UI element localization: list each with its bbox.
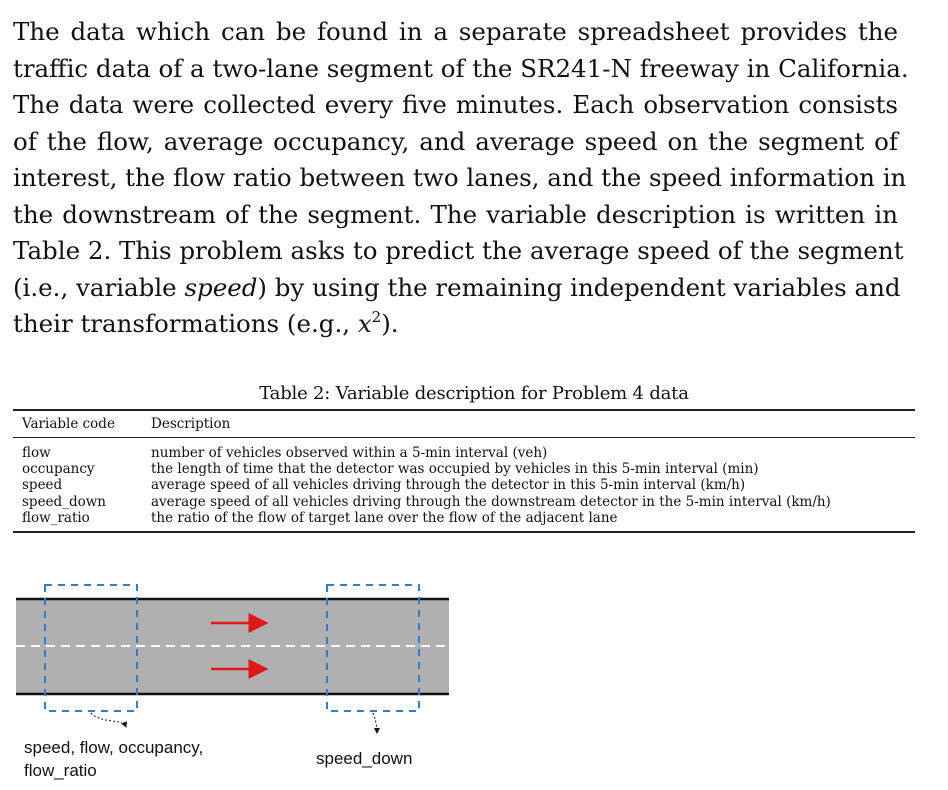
table-top-rule [13,409,915,411]
paragraph-line: The data were collected every five minut… [13,90,898,119]
table-header-row: Variable code Description [13,411,915,437]
line-text: their transformations (e.g., [13,309,358,338]
table-caption: Table 2: Variable description for Proble… [259,383,689,404]
table-row: occupancy the length of time that the de… [13,461,915,477]
description-cell: average speed of all vehicles driving th… [151,477,746,494]
line-text: ) by using the remaining independent var… [257,272,901,302]
table-row: speed_down average speed of all vehicles… [13,494,915,510]
table-mid-rule [13,437,915,438]
variable-code-cell: flow [22,445,51,462]
downstream-detector-label: speed_down [316,749,413,768]
paragraph-line: traffic data of a two-lane segment of th… [13,53,909,83]
variable-code-cell: flow_ratio [22,509,90,526]
downstream-detector-box [326,584,420,712]
variable-speed-italic: speed [184,272,258,302]
math-exponent: 2 [371,308,382,326]
paragraph-line: interest, the flow ratio between two lan… [13,163,907,192]
upstream-detector-label: speed, flow, occupancy, flow_ratio [24,736,203,782]
math-x: x [357,309,372,338]
description-cell: average speed of all vehicles driving th… [151,493,831,510]
table-bottom-rule [13,530,915,533]
upstream-detector-box [44,584,138,712]
description-cell: the ratio of the flow of target lane ove… [151,509,618,526]
problem-paragraph: The data which can be found in a separat… [13,14,909,343]
paragraph-line: of the flow, average occupancy, and aver… [13,126,898,156]
table-row: speed average speed of all vehicles driv… [13,477,915,493]
variable-code-cell: speed [22,477,63,494]
freeway-diagram-svg [16,584,449,734]
line-text: (i.e., variable [13,272,185,302]
upstream-label-line: flow_ratio [24,761,97,780]
upstream-pointer-icon [90,712,127,728]
description-cell: number of vehicles observed within a 5-m… [151,445,548,462]
table-row: flow number of vehicles observed within … [13,445,915,461]
paragraph-line: their transformations (e.g., x2). [13,306,898,343]
variable-table: Variable code Description flow number of… [13,409,915,533]
paragraph-line: the downstream of the segment. The varia… [13,199,898,229]
header-description: Description [151,416,231,432]
description-cell: the length of time that the detector was… [151,461,759,478]
table-row: flow_ratio the ratio of the flow of targ… [13,510,915,526]
header-variable-code: Variable code [22,416,115,432]
paragraph-line: Table 2. This problem asks to predict th… [13,236,904,265]
variable-code-cell: occupancy [22,461,95,478]
table-body: flow number of vehicles observed within … [13,438,915,531]
paragraph-line: The data which can be found in a separat… [13,17,898,46]
downstream-pointer-icon [372,712,380,734]
variable-code-cell: speed_down [22,493,106,510]
upstream-label-line: speed, flow, occupancy, [24,738,204,757]
freeway-diagram: speed, flow, occupancy, flow_ratio speed… [0,575,948,785]
line-text: ). [381,309,399,338]
paragraph-line: (i.e., variable speed) by using the rema… [13,270,901,307]
